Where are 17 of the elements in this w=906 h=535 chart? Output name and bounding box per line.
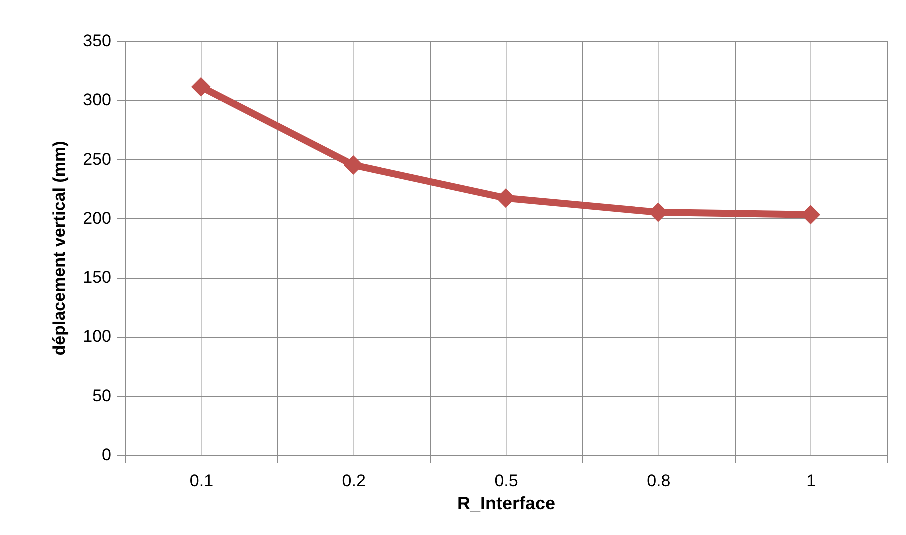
y-tick-label: 200 — [83, 208, 112, 228]
x-tick-label: 1 — [806, 472, 816, 490]
y-tick-label: 250 — [83, 150, 112, 169]
x-tick-label: 0.5 — [494, 472, 518, 490]
y-tick-label: 100 — [83, 327, 112, 346]
point — [191, 77, 211, 97]
x-tick-label: 0.1 — [190, 472, 214, 490]
y-axis-title: déplacement vertical (mm) — [50, 141, 70, 356]
y-tick-label: 0 — [102, 446, 112, 464]
x-tick-label: 0.2 — [342, 472, 366, 490]
x-tick-label: 0.8 — [647, 472, 671, 490]
x-axis-title: R_Interface — [457, 494, 556, 514]
point — [344, 155, 364, 175]
y-tick-label: 150 — [83, 268, 112, 288]
y-tick-label: 50 — [92, 386, 112, 406]
y-tick-label: 350 — [83, 32, 112, 50]
y-tick-label: 300 — [83, 90, 112, 110]
